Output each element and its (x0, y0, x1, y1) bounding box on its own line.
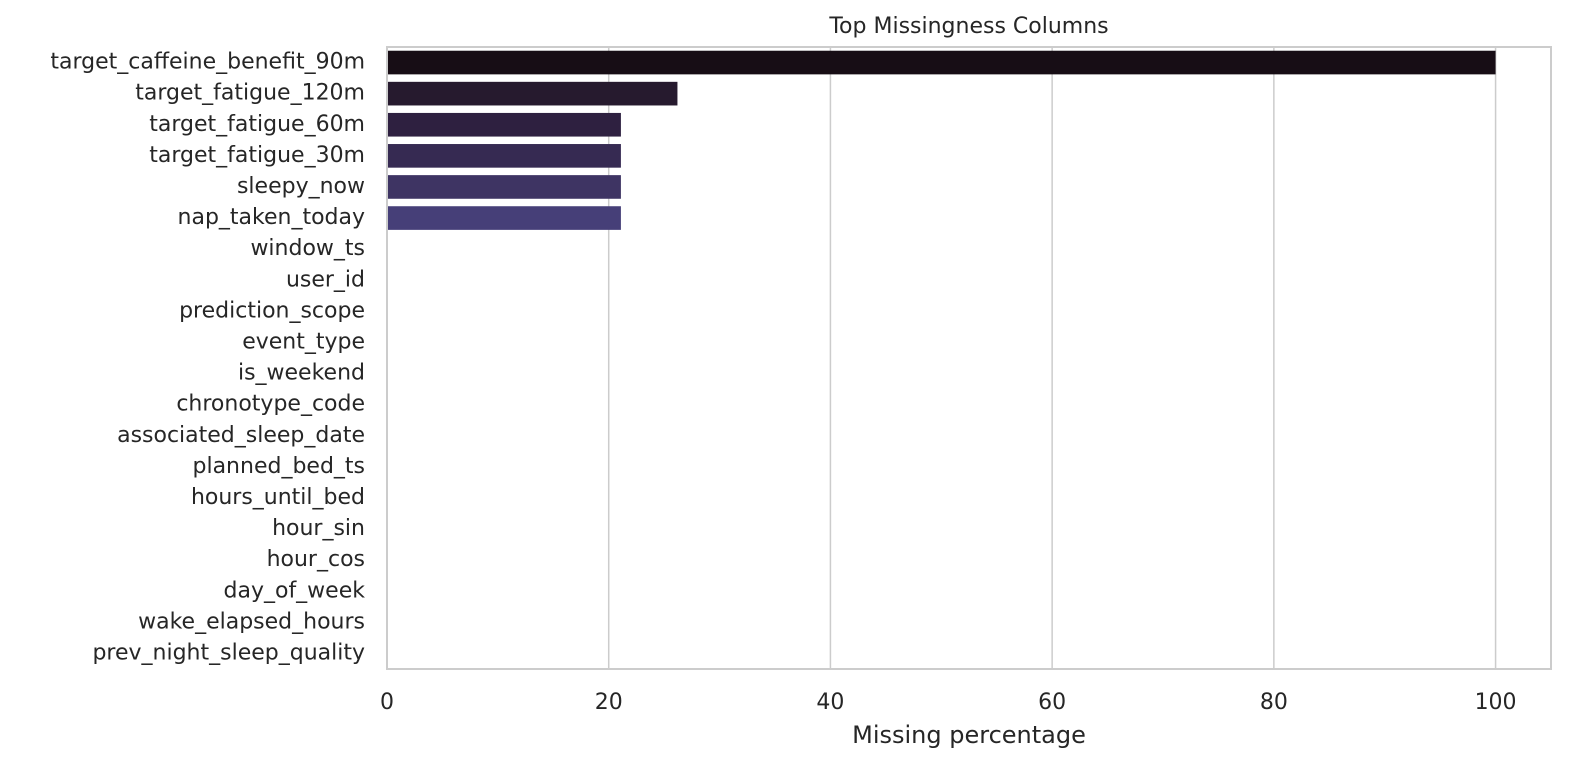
x-tick-label: 60 (1038, 690, 1066, 715)
y-tick-label: wake_elapsed_hours (138, 609, 365, 634)
y-tick-label: associated_sleep_date (117, 423, 365, 448)
y-tick-label: target_fatigue_60m (149, 112, 365, 137)
y-tick-label: hour_cos (267, 547, 365, 572)
y-tick-label: user_id (286, 267, 365, 292)
y-tick-label: day_of_week (224, 578, 366, 603)
plot-frame (386, 46, 1552, 670)
y-tick-label: sleepy_now (237, 174, 365, 199)
x-tick-label: 20 (595, 690, 623, 715)
x-tick-label: 40 (816, 690, 844, 715)
y-tick-label: nap_taken_today (178, 205, 365, 230)
bar (387, 112, 621, 137)
y-tick-label: hour_sin (272, 516, 365, 541)
y-tick-label: hours_until_bed (191, 485, 365, 510)
bar (387, 144, 621, 168)
bar (387, 175, 621, 199)
y-tick-label: target_fatigue_30m (149, 143, 365, 168)
y-tick-label: is_weekend (238, 361, 365, 386)
y-tick-label: window_ts (250, 236, 365, 261)
bar (387, 50, 1496, 75)
x-tick-label: 100 (1475, 690, 1517, 715)
bar (387, 81, 678, 106)
x-axis-label: Missing percentage (852, 721, 1086, 749)
y-tick-label: target_caffeine_benefit_90m (50, 50, 365, 75)
x-tick-label: 80 (1260, 690, 1288, 715)
chart-title: Top Missingness Columns (828, 14, 1108, 39)
y-tick-label: target_fatigue_120m (135, 81, 365, 106)
y-tick-label: chronotype_code (176, 392, 365, 417)
y-tick-label: planned_bed_ts (193, 454, 366, 479)
x-tick-label: 0 (380, 690, 394, 715)
y-tick-label: prev_night_sleep_quality (92, 640, 365, 665)
bar (387, 206, 621, 230)
plot-area: 0 20 40 60 80 100 target_caffeine_benefit_90mt… (50, 47, 1517, 715)
y-tick-label: prediction_scope (179, 298, 365, 323)
y-tick-label: event_type (242, 329, 365, 354)
